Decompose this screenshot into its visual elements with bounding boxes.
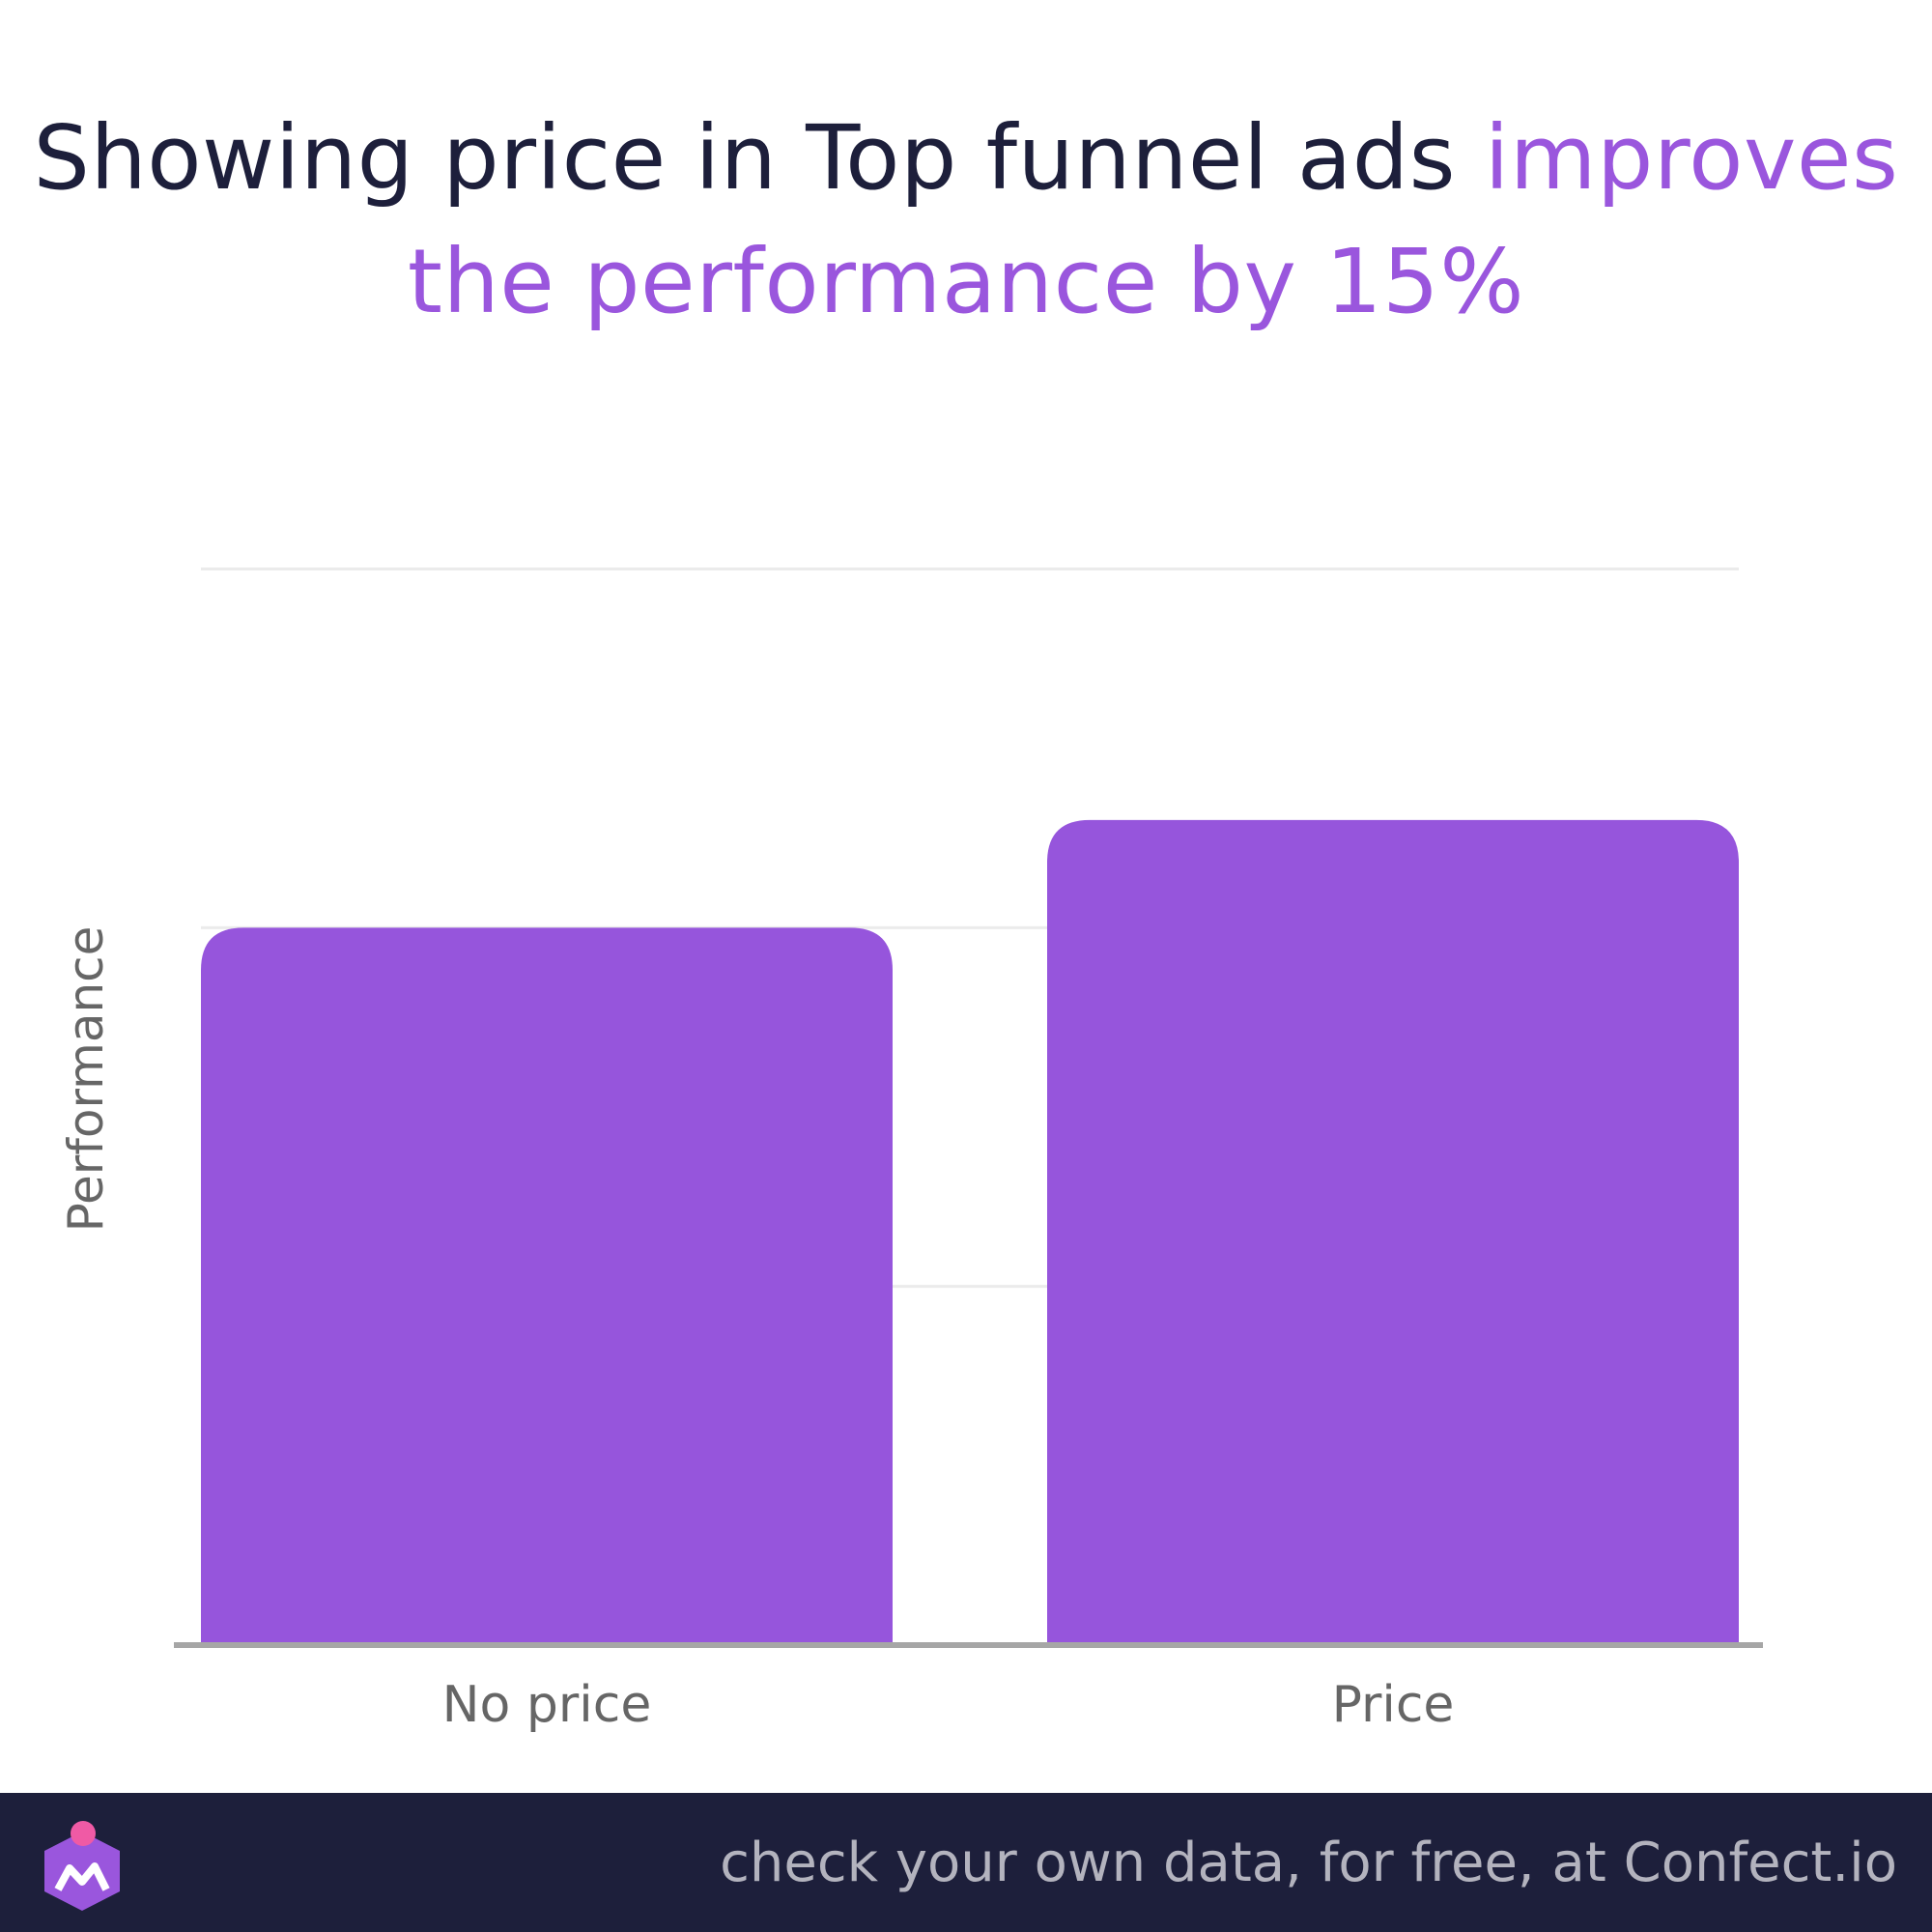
title-part-1: Showing price in Top funnel ads: [33, 106, 1485, 210]
footer-text[interactable]: check your own data, for free, at Confec…: [720, 1832, 1897, 1894]
chart-title: Showing price in Top funnel ads improves…: [0, 97, 1932, 344]
bar-chart: [174, 567, 1763, 1648]
confect-logo-icon[interactable]: [39, 1818, 126, 1915]
y-axis-label: Performance: [58, 925, 114, 1233]
title-part-2: improves: [1484, 106, 1899, 210]
x-tick-label-price: Price: [1331, 1676, 1455, 1734]
bar-no-price: [201, 927, 893, 1645]
title-part-3: the performance by 15%: [407, 230, 1525, 333]
bar-price: [1047, 819, 1739, 1645]
bar-data-label-price: +15%: [1295, 726, 1491, 797]
footer-banner: check your own data, for free, at Confec…: [0, 1793, 1932, 1932]
x-tick-label-no-price: No price: [441, 1676, 652, 1734]
